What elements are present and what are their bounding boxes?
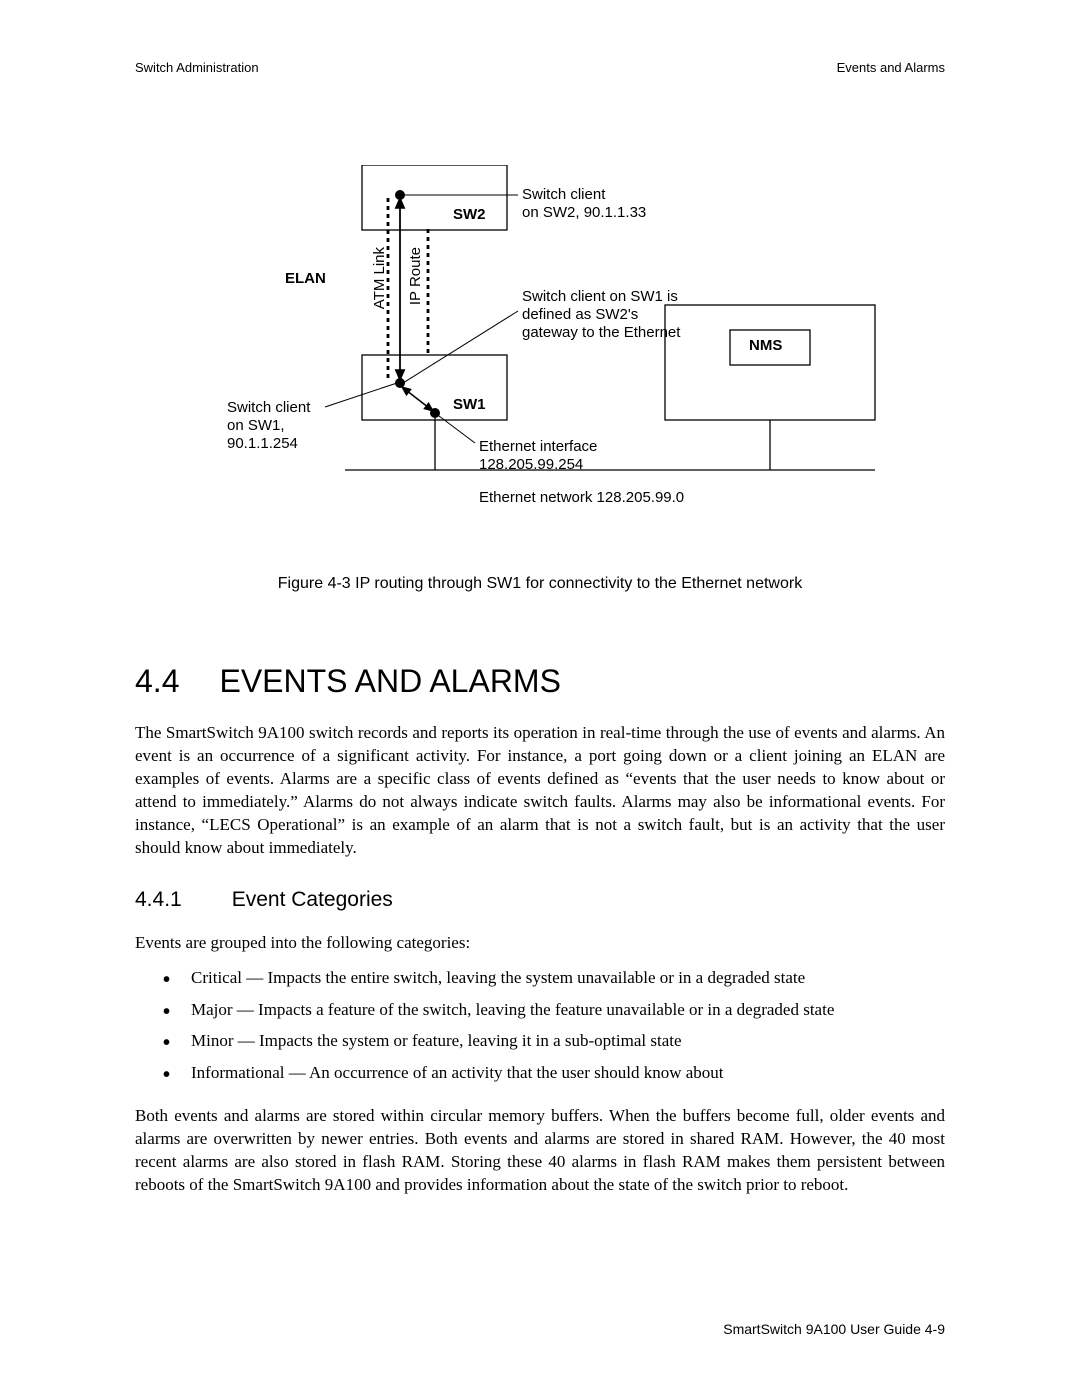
list-item: Minor — Impacts the system or feature, l… <box>163 1030 945 1053</box>
section-name: EVENTS AND ALARMS <box>219 663 560 700</box>
paragraph-1: The SmartSwitch 9A100 switch records and… <box>135 722 945 860</box>
section-num: 4.4 <box>135 663 179 700</box>
txt: gateway to the Ethernet <box>522 324 680 342</box>
network-diagram: SW2 SW1 NMS ELAN ATM Link IP Route Switc… <box>175 165 895 525</box>
elan-label: ELAN <box>285 270 326 288</box>
ip-route-label: IP Route <box>407 247 425 305</box>
txt: 90.1.1.254 <box>227 435 310 453</box>
sw1-label: SW1 <box>453 396 486 414</box>
txt: Switch client <box>227 399 310 417</box>
txt: on SW2, 90.1.1.33 <box>522 204 646 222</box>
category-list: Critical — Impacts the entire switch, le… <box>163 967 945 1086</box>
header-right: Events and Alarms <box>837 60 945 75</box>
section-title: 4.4 EVENTS AND ALARMS <box>135 663 945 700</box>
eth-network: Ethernet network 128.205.99.0 <box>479 489 684 507</box>
nms-label: NMS <box>749 337 782 355</box>
subsection-name: Event Categories <box>232 888 393 912</box>
page-header: Switch Administration Events and Alarms <box>135 60 945 75</box>
txt: Switch client on SW1 is <box>522 288 680 306</box>
txt: defined as SW2's <box>522 306 680 324</box>
header-left: Switch Administration <box>135 60 259 75</box>
subsection-num: 4.4.1 <box>135 888 182 912</box>
intro-line: Events are grouped into the following ca… <box>135 932 945 955</box>
txt: Ethernet interface <box>479 438 597 456</box>
txt: Switch client <box>522 186 646 204</box>
figure-caption: Figure 4-3 IP routing through SW1 for co… <box>135 575 945 593</box>
switch-client-sw1: Switch client on SW1, 90.1.1.254 <box>227 399 310 453</box>
txt: on SW1, <box>227 417 310 435</box>
atm-link-label: ATM Link <box>371 247 389 309</box>
subsection-title: 4.4.1 Event Categories <box>135 888 945 912</box>
list-item: Critical — Impacts the entire switch, le… <box>163 967 945 990</box>
eth-interface: Ethernet interface 128.205.99.254 <box>479 438 597 474</box>
paragraph-2: Both events and alarms are stored within… <box>135 1105 945 1197</box>
sw2-label: SW2 <box>453 206 486 224</box>
list-item: Informational — An occurrence of an acti… <box>163 1062 945 1085</box>
switch-client-sw1-gw: Switch client on SW1 is defined as SW2's… <box>522 288 680 342</box>
list-item: Major — Impacts a feature of the switch,… <box>163 999 945 1022</box>
page-footer: SmartSwitch 9A100 User Guide 4-9 <box>723 1321 945 1337</box>
switch-client-sw2: Switch client on SW2, 90.1.1.33 <box>522 186 646 222</box>
txt: 128.205.99.254 <box>479 456 597 474</box>
